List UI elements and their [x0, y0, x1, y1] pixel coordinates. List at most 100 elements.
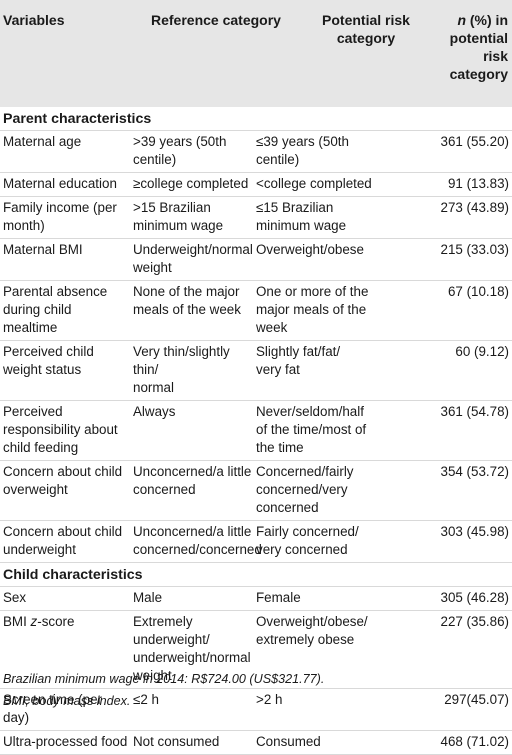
reference-category-cell-line: Very thin/slightly thin/ [133, 344, 230, 377]
potential-risk-category-cell-line: Fairly concerned/ [256, 524, 359, 539]
reference-category-cell-line: weight [133, 260, 172, 275]
potential-risk-category-cell-line: ≤39 years (50th [256, 134, 349, 149]
reference-category-cell: ≥college completed [128, 172, 256, 197]
reference-category-cell-line: centile) [133, 152, 177, 167]
variable-cell-line: Concern about child [3, 464, 123, 479]
variable-cell-line: Screen time (per day) [3, 692, 102, 725]
variable-cell: Concern about child underweight [0, 520, 128, 563]
table-row: BMI z-score Extremely underweight/underwe… [0, 610, 512, 689]
potential-risk-category-cell: Overweight/obese/extremely obese [256, 610, 384, 689]
header-n-line: potential [449, 30, 508, 46]
header-variables: Variables [3, 12, 65, 28]
header-n-rest: (%) in [466, 12, 508, 28]
potential-risk-category-cell: Fairly concerned/very concerned [256, 520, 384, 563]
reference-category-cell: Underweight/normal weight [128, 238, 256, 281]
potential-risk-category-cell: Consumed [256, 730, 384, 755]
variable-cell-line: Parental absence [3, 284, 108, 299]
header-n-italic: n [457, 12, 466, 28]
reference-category-cell-line: normal [133, 380, 174, 395]
n-percent-cell: 361 (55.20) [384, 130, 512, 173]
n-percent-cell: 227 (35.86) [384, 610, 512, 689]
variable-cell: BMI z-score [0, 610, 128, 689]
variable-cell: Maternal BMI [0, 238, 128, 281]
table-row: Concern about child underweight Unconcerne… [0, 520, 512, 563]
potential-risk-category-cell-line: >2 h [256, 692, 283, 707]
footnote-line: BMI, body mass index. [3, 694, 131, 708]
potential-risk-category-cell-line: Consumed [256, 734, 321, 749]
reference-category-cell-line: Unconcerned/a little [133, 524, 252, 539]
reference-category-cell: Always [128, 400, 256, 461]
reference-category-cell-line: Extremely underweight/ [133, 614, 210, 647]
reference-category-cell: Extremely underweight/underweight/normal… [128, 610, 256, 689]
potential-risk-category-cell-line: minimum wage [256, 218, 347, 233]
n-percent-cell: 60 (9.12) [384, 340, 512, 401]
potential-risk-category-cell-line: major meals of the [256, 302, 367, 317]
potential-risk-category-cell-line: extremely obese [256, 632, 355, 647]
reference-category-cell: Not consumed [128, 730, 256, 755]
potential-risk-category-cell-line: concerned/very [256, 482, 348, 497]
reference-category-cell-line: concerned/concerned [133, 542, 262, 557]
n-percent-cell: 273 (43.89) [384, 196, 512, 239]
reference-category-cell-line: weight [133, 668, 172, 683]
variable-cell: Perceived responsibility about child feedi… [0, 400, 128, 461]
potential-risk-category-cell-line: Never/seldom/half [256, 404, 364, 419]
reference-category-cell-line: concerned [133, 482, 196, 497]
potential-risk-category-cell-line: Female [256, 590, 301, 605]
table-footnote: Brazilian minimum wage in 2014: R$724.00… [3, 668, 324, 712]
reference-category-cell: Very thin/slightly thin/normal [128, 340, 256, 401]
reference-category-cell: None of the major meals of the week [128, 280, 256, 341]
potential-risk-category-cell-line: very fat [256, 362, 300, 377]
potential-risk-category-cell-line: One or more of the [256, 284, 369, 299]
reference-category-cell: Unconcerned/a little concerned [128, 460, 256, 521]
footnote-line: Brazilian minimum wage in 2014: R$724.00… [3, 672, 325, 686]
section-header-row: Child characteristics [0, 562, 512, 587]
potential-risk-category-cell-line: centile) [256, 152, 300, 167]
variable-cell: Maternal education [0, 172, 128, 197]
potential-risk-category-cell: One or more of the major meals of the week [256, 280, 384, 341]
n-percent-cell: 354 (53.72) [384, 460, 512, 521]
n-percent-cell: 215 (33.03) [384, 238, 512, 281]
reference-category-cell: >39 years (50th centile) [128, 130, 256, 173]
reference-category-cell-line: Unconcerned/a little [133, 464, 252, 479]
variable-cell-line: BMI z-score [3, 614, 75, 629]
variable-cell: Concern about child overweight [0, 460, 128, 521]
potential-risk-category-cell-line: very concerned [256, 542, 348, 557]
reference-category-cell-line: Underweight/normal [133, 242, 253, 257]
variable-cell-line: underweight [3, 542, 76, 557]
variable-cell: Ultra-processed food [0, 730, 128, 755]
potential-risk-category-cell: ≤39 years (50th centile) [256, 130, 384, 173]
variable-cell-line: child feeding [3, 440, 79, 455]
potential-risk-category-cell: Concerned/fairly concerned/very concerned [256, 460, 384, 521]
variable-cell: Family income (per month) [0, 196, 128, 239]
header-potential-line: category [336, 30, 396, 46]
potential-risk-category-cell: Slightly fat/fat/very fat [256, 340, 384, 401]
reference-category-cell-line: >39 years (50th [133, 134, 227, 149]
table-row: Family income (per month) >15 Brazilian min… [0, 196, 512, 239]
header-n-line: category [449, 66, 508, 82]
reference-category-cell-line: >15 Brazilian [133, 200, 211, 215]
n-percent-cell: 91 (13.83) [384, 172, 512, 197]
potential-risk-category-cell-line: week [256, 320, 288, 335]
table-row: Sex Male Female 305 (46.28) [0, 586, 512, 611]
variable-cell-line: Ultra-processed food [3, 734, 128, 749]
reference-category-cell-line: underweight/normal [133, 650, 251, 665]
variable-cell-line: Perceived [3, 404, 63, 419]
reference-category-cell-line: ≥college completed [133, 176, 249, 191]
table-row: Ultra-processed food Not consumed Consumed… [0, 730, 512, 755]
potential-risk-category-cell: Overweight/obese [256, 238, 384, 281]
reference-category-cell-line: minimum wage [133, 218, 224, 233]
reference-category-cell-line: Not consumed [133, 734, 220, 749]
header-potential-risk-category: Potential risk category [316, 11, 416, 47]
variable-cell-line: Family income (per [3, 200, 117, 215]
potential-risk-category-cell: <college completed [256, 172, 384, 197]
header-potential-line: Potential risk [322, 12, 410, 28]
table-row: Perceived responsibility about child feedi… [0, 400, 512, 461]
table-row: Maternal age >39 years (50th centile) ≤39 y… [0, 130, 512, 173]
table-header: Variables Reference category Potential r… [0, 0, 512, 107]
table-row: Parental absence during child mealtime Non… [0, 280, 512, 341]
table-row: Maternal education ≥college completed <col… [0, 172, 512, 197]
section-header-row: Parent characteristics [0, 107, 512, 131]
reference-category-cell-line: ≤2 h [133, 692, 159, 707]
n-percent-cell: 303 (45.98) [384, 520, 512, 563]
